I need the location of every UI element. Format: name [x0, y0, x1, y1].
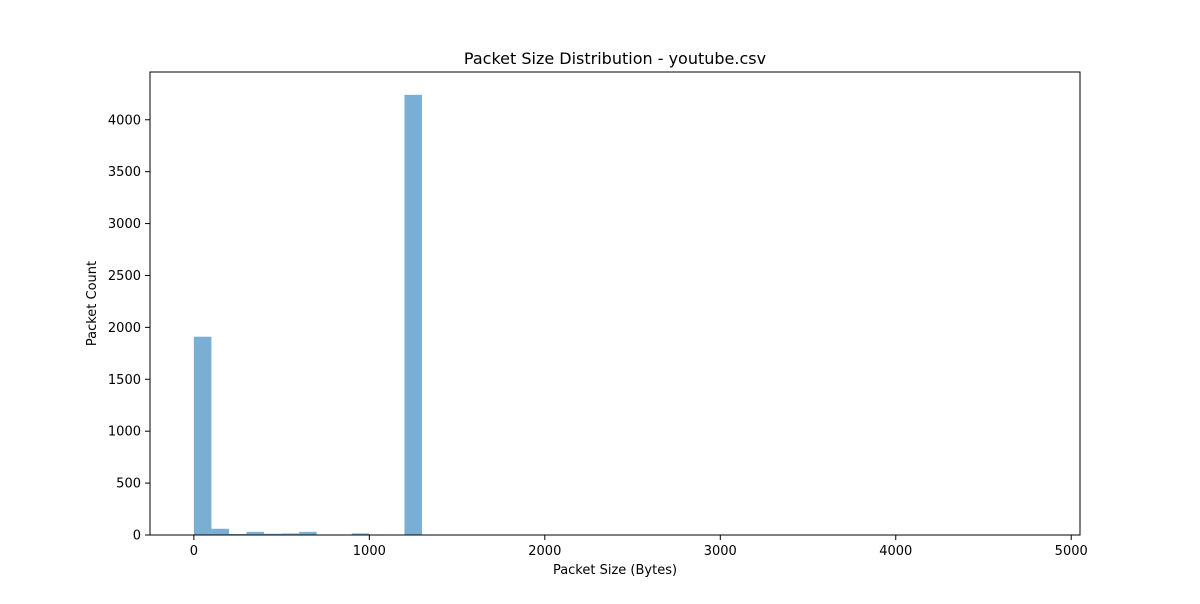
bars-group: [194, 95, 422, 535]
x-tick-label-4: 4000: [879, 544, 912, 559]
histogram-bar-1: [211, 529, 229, 535]
histogram-bar-12: [404, 95, 422, 535]
x-axis-label: Packet Size (Bytes): [553, 563, 677, 578]
y-axis-label: Packet Count: [85, 261, 100, 346]
y-tick-label-6: 3000: [108, 217, 141, 232]
chart-title: Packet Size Distribution - youtube.csv: [464, 49, 766, 68]
y-tick-label-0: 0: [133, 529, 141, 544]
y-tick-label-8: 4000: [108, 113, 141, 128]
x-axis-ticks: 0 1000 2000 3000 4000 5000: [190, 535, 1088, 559]
y-axis-ticks: 0 500 1000 1500 2000 2500 3000 3500 4000: [108, 113, 150, 543]
y-tick-label-5: 2500: [108, 269, 141, 284]
x-tick-label-0: 0: [190, 544, 198, 559]
histogram-bar-0: [194, 337, 212, 535]
x-tick-label-2: 2000: [528, 544, 561, 559]
y-tick-label-3: 1500: [108, 373, 141, 388]
plot-area-frame: [150, 72, 1080, 535]
y-tick-label-7: 3500: [108, 165, 141, 180]
y-tick-label-1: 500: [116, 477, 141, 492]
y-tick-label-2: 1000: [108, 425, 141, 440]
y-tick-label-4: 2000: [108, 321, 141, 336]
x-tick-label-3: 3000: [704, 544, 737, 559]
x-tick-label-1: 1000: [353, 544, 386, 559]
x-tick-label-5: 5000: [1055, 544, 1088, 559]
